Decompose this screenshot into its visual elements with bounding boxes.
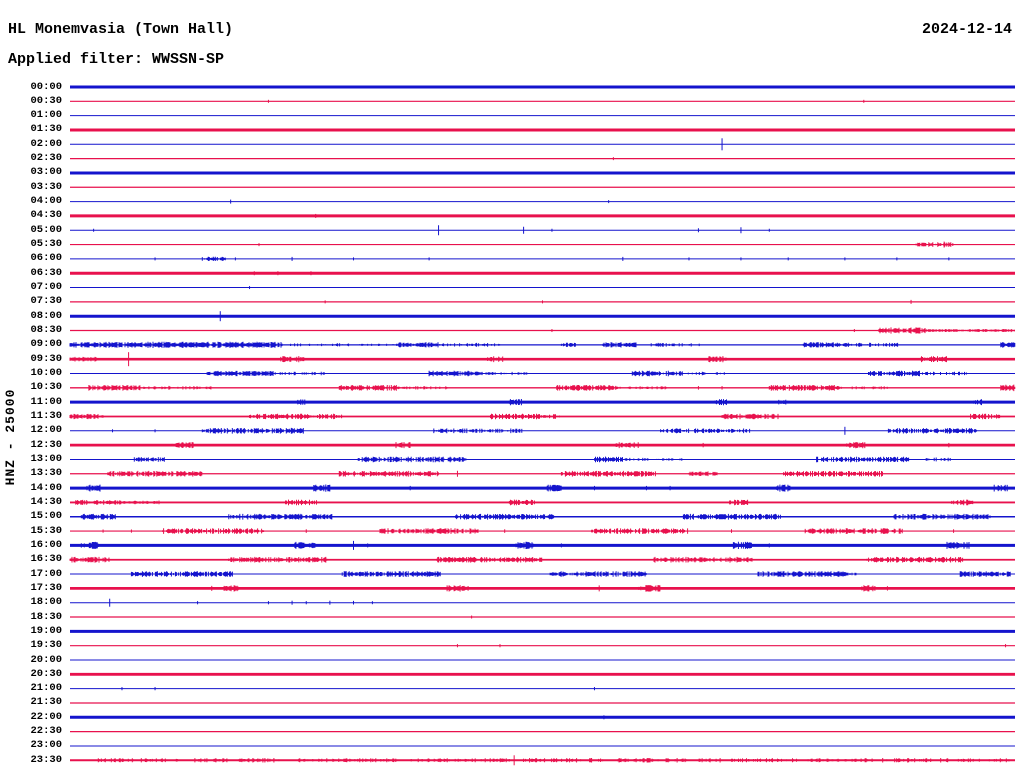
time-label: 02:30 — [30, 152, 62, 165]
trace-row-23:30 — [70, 755, 1015, 766]
time-label: 19:00 — [30, 624, 62, 637]
time-label: 15:00 — [30, 510, 62, 523]
time-label: 20:00 — [30, 653, 62, 666]
time-label: 21:30 — [30, 696, 62, 709]
trace-row-07:00 — [70, 286, 1015, 290]
trace-row-05:00 — [70, 225, 1015, 236]
trace-row-15:30 — [70, 528, 1015, 534]
trace-row-18:00 — [70, 598, 1015, 607]
time-label: 00:00 — [30, 80, 62, 93]
trace-row-06:30 — [70, 271, 1015, 276]
time-label: 13:30 — [30, 467, 62, 480]
time-label: 02:00 — [30, 137, 62, 150]
trace-row-10:00 — [70, 370, 1015, 377]
time-axis-labels: 00:00 00:30 01:00 01:30 02:00 02:30 03:00 03:30… — [0, 0, 62, 780]
trace-row-00:30 — [70, 99, 1015, 103]
time-label: 16:00 — [30, 538, 62, 551]
trace-row-07:30 — [70, 299, 1015, 304]
time-label: 19:30 — [30, 639, 62, 652]
trace-row-17:30 — [70, 585, 1015, 592]
filter-label: Applied filter: WWSSN-SP — [8, 51, 225, 68]
time-label: 00:30 — [30, 94, 62, 107]
time-label: 22:30 — [30, 725, 62, 738]
time-label: 09:30 — [30, 352, 62, 365]
time-label: 09:00 — [30, 338, 62, 351]
trace-row-19:30 — [70, 644, 1015, 648]
trace-row-12:30 — [70, 442, 1015, 449]
time-label: 08:30 — [30, 324, 62, 337]
time-label: 03:30 — [30, 180, 62, 193]
time-label: 10:00 — [30, 367, 62, 379]
time-label: 11:30 — [30, 409, 62, 422]
trace-row-08:00 — [70, 311, 1015, 322]
trace-row-18:30 — [70, 615, 1015, 619]
time-label: 17:00 — [30, 567, 62, 580]
trace-row-05:30 — [70, 241, 1015, 248]
trace-row-01:30 — [70, 128, 1015, 132]
time-label: 03:00 — [30, 166, 62, 179]
time-label: 14:00 — [30, 481, 62, 494]
time-label: 14:30 — [30, 495, 62, 508]
trace-row-04:30 — [70, 213, 1015, 218]
trace-row-02:30 — [70, 157, 1015, 161]
time-label: 17:30 — [30, 581, 62, 594]
time-label: 04:30 — [30, 209, 62, 222]
trace-row-08:30 — [70, 327, 1015, 334]
station-title: HL Monemvasia (Town Hall) — [8, 21, 234, 38]
time-label: 06:00 — [30, 252, 62, 265]
trace-row-15:00 — [70, 513, 1015, 520]
time-label: 07:30 — [30, 295, 62, 308]
time-label: 20:30 — [30, 667, 62, 680]
trace-row-09:00 — [69, 341, 1016, 348]
time-label: 07:00 — [30, 281, 62, 294]
trace-row-13:00 — [70, 456, 1015, 463]
time-label: 11:00 — [30, 395, 62, 408]
trace-row-17:00 — [70, 571, 1015, 577]
time-label: 01:00 — [30, 109, 62, 122]
trace-row-14:00 — [70, 484, 1015, 492]
time-label: 16:30 — [30, 553, 62, 566]
time-label: 13:00 — [30, 452, 62, 465]
time-label: 18:30 — [30, 610, 62, 623]
trace-row-16:30 — [69, 556, 1015, 563]
trace-row-16:00 — [70, 540, 1015, 550]
trace-row-13:30 — [70, 470, 1015, 477]
date-label: 2024-12-14 — [921, 21, 1012, 38]
time-label: 05:00 — [30, 223, 62, 236]
time-label: 01:30 — [30, 123, 62, 136]
trace-row-06:00 — [70, 256, 1015, 261]
trace-row-10:30 — [70, 384, 1016, 392]
time-label: 23:30 — [30, 753, 62, 766]
time-label: 12:00 — [30, 424, 62, 437]
trace-row-21:00 — [70, 687, 1015, 691]
time-label: 10:30 — [30, 381, 62, 394]
time-label: 12:30 — [30, 438, 62, 451]
trace-row-22:00 — [70, 715, 1015, 720]
trace-row-11:30 — [69, 413, 1015, 420]
time-label: 04:00 — [30, 195, 62, 208]
time-label: 23:00 — [30, 739, 62, 752]
time-label: 18:00 — [30, 596, 62, 609]
trace-row-04:00 — [70, 199, 1015, 204]
time-label: 05:30 — [30, 238, 62, 251]
trace-row-12:00 — [70, 426, 1015, 435]
time-label: 22:00 — [30, 710, 62, 723]
time-label: 06:30 — [30, 266, 62, 279]
trace-row-11:00 — [70, 399, 1015, 406]
time-label: 21:00 — [30, 682, 62, 695]
trace-row-14:30 — [70, 499, 1015, 506]
trace-row-09:30 — [69, 352, 1015, 367]
time-label: 15:30 — [30, 524, 62, 537]
trace-row-02:00 — [70, 138, 1015, 151]
time-label: 08:00 — [30, 309, 62, 322]
